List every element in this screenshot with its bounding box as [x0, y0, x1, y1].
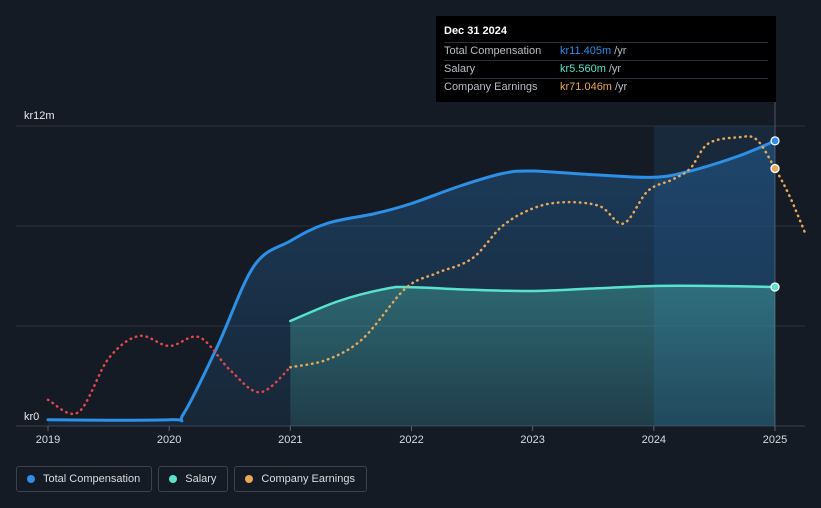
total-line	[46, 139, 777, 423]
series-lines	[46, 135, 807, 423]
tooltip-value: kr11.405m	[560, 45, 612, 57]
legend-label: Company Earnings	[261, 473, 355, 485]
tooltip-label: Salary	[444, 63, 476, 75]
legend-salary[interactable]: Salary	[158, 466, 229, 492]
salary-line	[289, 284, 777, 323]
x-tick-label: 2019	[36, 434, 60, 446]
tooltip-row-salary: Salary kr5.560m /yr	[444, 61, 768, 79]
salary-area	[290, 285, 775, 426]
legend-label: Salary	[185, 473, 217, 485]
x-tick-label: 2022	[399, 434, 423, 446]
x-tick-label: 2023	[520, 434, 544, 446]
tooltip-unit: /yr	[614, 45, 627, 57]
tooltip-row-total: Total Compensation kr11.405m /yr	[444, 43, 768, 61]
y-tick-label: kr12m	[24, 110, 55, 122]
tooltip-value: kr5.560m	[560, 63, 606, 75]
tooltip-row-earnings: Company Earnings kr71.046m /yr	[444, 79, 768, 96]
axes: 2019 2020 2021 2022 2023 2024 2025 kr0 kr12m	[24, 110, 787, 446]
x-tick-label: 2020	[157, 434, 181, 446]
legend-dot-icon	[169, 475, 178, 483]
tooltip-unit: /yr	[614, 81, 628, 93]
earnings-end-marker	[770, 163, 780, 174]
x-tick-label: 2024	[642, 434, 666, 446]
hover-tooltip: Dec 31 2024 Total Compensation kr11.405m…	[436, 16, 776, 102]
legend-dot-icon	[245, 475, 254, 483]
tooltip-date: Dec 31 2024	[444, 24, 768, 43]
legend-label: Total Compensation	[43, 473, 141, 485]
earnings-line	[289, 135, 807, 369]
total-end-marker	[770, 136, 780, 146]
y-tick-label: kr0	[24, 411, 39, 423]
chart-legend: Total Compensation Salary Company Earnin…	[16, 466, 367, 492]
legend-dot-icon	[27, 475, 35, 483]
tooltip-value: kr71.046m	[560, 81, 612, 93]
legend-total-compensation[interactable]: Total Compensation	[16, 466, 153, 492]
tooltip-label: Company Earnings	[444, 81, 538, 93]
end-markers	[770, 136, 780, 292]
tooltip-label: Total Compensation	[444, 45, 542, 57]
x-tick-label: 2021	[278, 434, 302, 446]
earnings_neg-line	[46, 334, 292, 416]
salary-end-marker	[770, 282, 780, 292]
tooltip-unit: /yr	[608, 63, 622, 75]
x-tick-label: 2025	[763, 434, 787, 446]
legend-company-earnings[interactable]: Company Earnings	[234, 466, 367, 492]
